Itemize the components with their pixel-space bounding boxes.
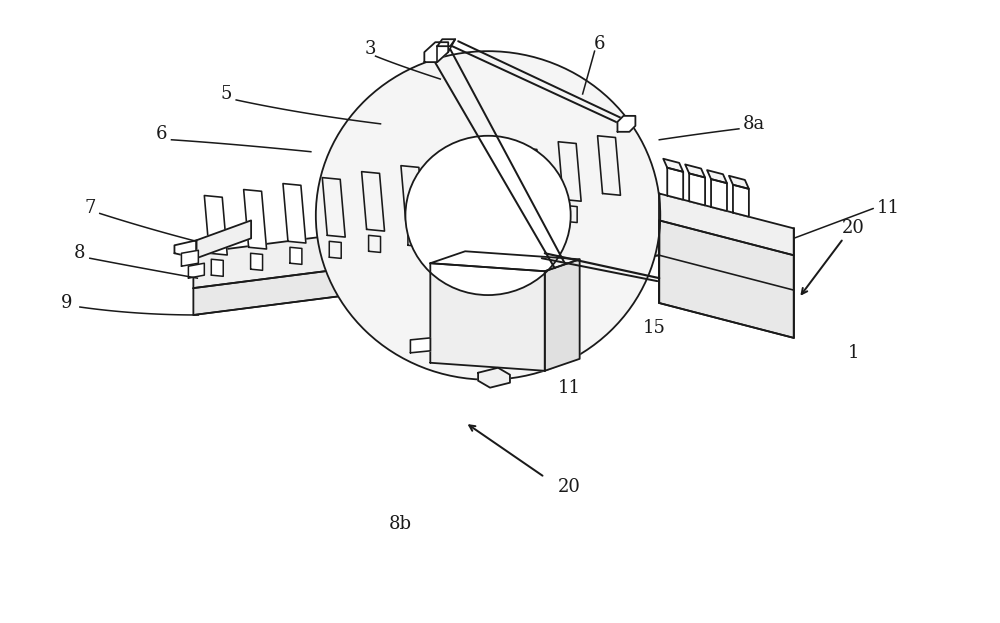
Text: 6: 6 xyxy=(156,125,167,143)
Polygon shape xyxy=(519,148,542,207)
Polygon shape xyxy=(617,116,635,132)
Text: 9: 9 xyxy=(61,294,73,312)
Polygon shape xyxy=(188,263,204,278)
Text: 20: 20 xyxy=(558,478,581,496)
Polygon shape xyxy=(290,247,302,264)
Polygon shape xyxy=(181,250,198,266)
Polygon shape xyxy=(729,176,749,189)
Polygon shape xyxy=(565,206,577,222)
Polygon shape xyxy=(478,368,510,388)
Polygon shape xyxy=(424,42,448,62)
Polygon shape xyxy=(558,142,581,201)
Text: 1: 1 xyxy=(848,344,859,362)
Polygon shape xyxy=(362,171,385,231)
Polygon shape xyxy=(322,178,345,237)
Text: 8: 8 xyxy=(74,244,86,262)
Text: 7: 7 xyxy=(84,199,96,217)
Ellipse shape xyxy=(405,136,571,295)
Polygon shape xyxy=(659,194,794,255)
Text: 8b: 8b xyxy=(389,515,412,533)
Polygon shape xyxy=(487,217,499,234)
Polygon shape xyxy=(545,259,580,371)
Polygon shape xyxy=(193,194,659,288)
Polygon shape xyxy=(251,254,263,270)
Polygon shape xyxy=(707,170,727,183)
Polygon shape xyxy=(689,173,705,206)
Polygon shape xyxy=(711,179,727,211)
Polygon shape xyxy=(526,211,538,229)
Polygon shape xyxy=(283,184,306,243)
Polygon shape xyxy=(369,235,381,252)
Polygon shape xyxy=(204,196,227,255)
Text: 11: 11 xyxy=(558,379,581,397)
Polygon shape xyxy=(685,164,705,178)
Polygon shape xyxy=(663,159,683,172)
Polygon shape xyxy=(733,185,749,217)
Polygon shape xyxy=(440,159,463,219)
Polygon shape xyxy=(480,154,502,213)
Polygon shape xyxy=(211,259,223,277)
Text: 20: 20 xyxy=(842,219,865,237)
Ellipse shape xyxy=(316,51,660,379)
Polygon shape xyxy=(408,229,420,247)
Text: 15: 15 xyxy=(643,319,666,337)
Polygon shape xyxy=(401,166,424,225)
Polygon shape xyxy=(447,224,459,240)
Text: 8a: 8a xyxy=(743,115,765,133)
Polygon shape xyxy=(410,338,430,353)
Text: 3: 3 xyxy=(365,40,376,58)
Polygon shape xyxy=(430,251,580,271)
Polygon shape xyxy=(659,221,794,338)
Text: 6: 6 xyxy=(594,35,605,53)
Text: 11: 11 xyxy=(877,199,900,217)
Polygon shape xyxy=(430,263,545,371)
Polygon shape xyxy=(196,221,251,259)
Text: 5: 5 xyxy=(221,85,232,103)
Polygon shape xyxy=(193,229,659,315)
Polygon shape xyxy=(244,189,267,249)
Polygon shape xyxy=(667,168,683,200)
Polygon shape xyxy=(329,241,341,259)
Polygon shape xyxy=(437,39,455,46)
Polygon shape xyxy=(598,136,620,195)
Polygon shape xyxy=(174,240,196,259)
